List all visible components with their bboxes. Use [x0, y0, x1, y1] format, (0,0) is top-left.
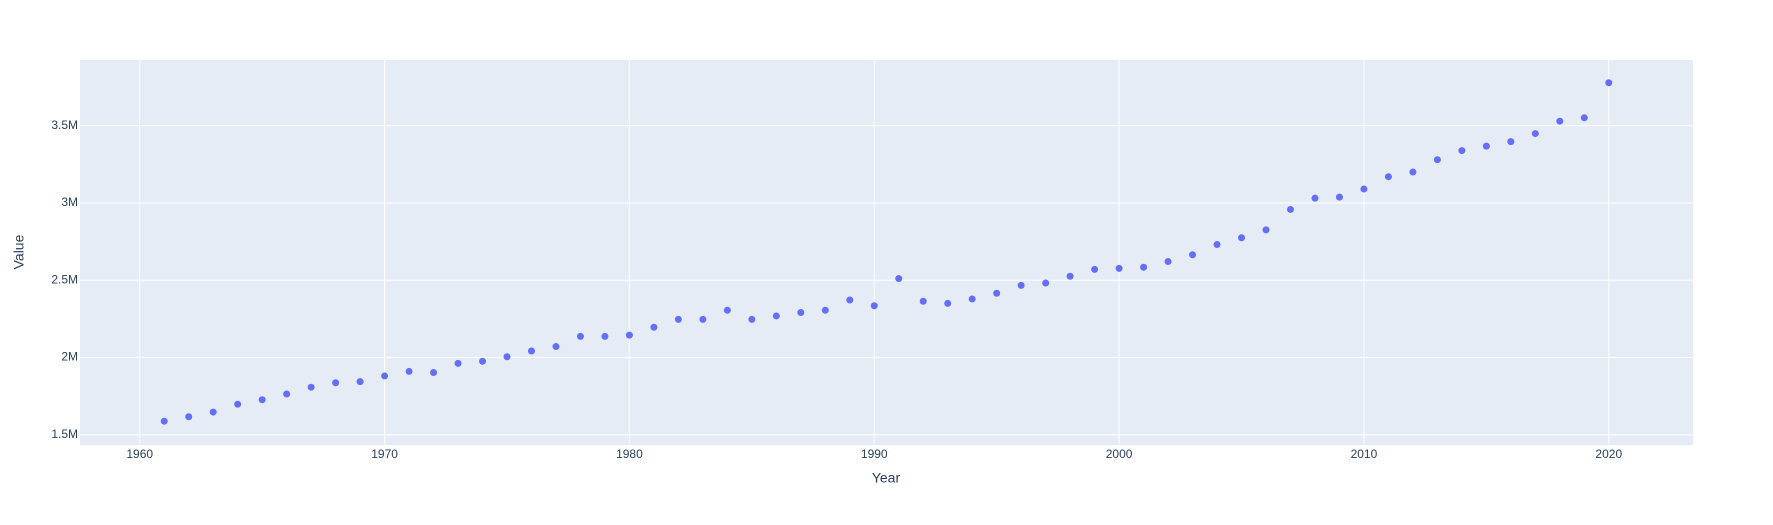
point — [234, 400, 242, 408]
point — [1605, 79, 1613, 87]
point — [1115, 264, 1123, 272]
point — [1433, 156, 1441, 164]
y-axis-title: Value — [11, 234, 27, 269]
point — [772, 312, 780, 320]
x-tick-label: 2000 — [1106, 447, 1133, 461]
point — [625, 331, 633, 339]
point — [1580, 114, 1588, 122]
point — [1140, 263, 1148, 271]
x-tick-label: 1980 — [616, 447, 643, 461]
y-tick-label: 3.5M — [51, 118, 78, 132]
point — [1409, 168, 1417, 176]
point — [650, 323, 658, 331]
point — [527, 347, 535, 355]
point — [895, 275, 903, 283]
y-tick-label: 2M — [61, 350, 78, 364]
point — [1164, 258, 1172, 266]
point — [748, 315, 756, 323]
point — [356, 378, 364, 386]
point — [1091, 265, 1099, 273]
point — [1556, 117, 1564, 125]
point — [1335, 193, 1343, 201]
point — [1360, 185, 1368, 193]
point — [993, 289, 1001, 297]
point — [919, 297, 927, 305]
point — [1458, 147, 1466, 155]
point — [1286, 205, 1294, 213]
point — [699, 315, 707, 323]
point — [381, 372, 389, 380]
point — [185, 413, 193, 421]
point — [503, 353, 511, 361]
point — [160, 417, 168, 425]
point — [454, 359, 462, 367]
point — [283, 390, 291, 398]
point — [968, 295, 976, 303]
point — [307, 383, 315, 391]
x-tick-label: 1970 — [371, 447, 398, 461]
point — [870, 302, 878, 310]
x-tick-label: 2020 — [1595, 447, 1622, 461]
point — [601, 332, 609, 340]
point — [1066, 272, 1074, 280]
point — [1311, 194, 1319, 202]
x-tick-label: 2010 — [1351, 447, 1378, 461]
point — [821, 306, 829, 314]
y-tick-label: 3M — [61, 195, 78, 209]
point — [1189, 251, 1197, 259]
point — [332, 379, 340, 387]
point — [1482, 142, 1490, 150]
point — [1042, 279, 1050, 287]
x-tick-label: 1960 — [126, 447, 153, 461]
point — [1507, 138, 1515, 146]
x-tick-label: 1990 — [861, 447, 888, 461]
point — [1384, 173, 1392, 181]
point — [209, 408, 217, 416]
point — [576, 332, 584, 340]
point — [674, 315, 682, 323]
point — [944, 299, 952, 307]
point — [479, 357, 487, 365]
y-tick-label: 2.5M — [51, 272, 78, 286]
point — [797, 309, 805, 317]
point — [846, 296, 854, 304]
y-tick-label: 1.5M — [51, 427, 78, 441]
point — [1017, 281, 1025, 289]
point — [258, 396, 266, 404]
point — [1531, 130, 1539, 138]
point — [1238, 234, 1246, 242]
point — [405, 367, 413, 375]
x-axis-title: Year — [872, 470, 901, 486]
point — [430, 369, 438, 377]
point — [723, 306, 731, 314]
point — [1213, 241, 1221, 249]
point — [1262, 226, 1270, 234]
plot-area — [80, 60, 1693, 445]
point — [552, 343, 560, 351]
